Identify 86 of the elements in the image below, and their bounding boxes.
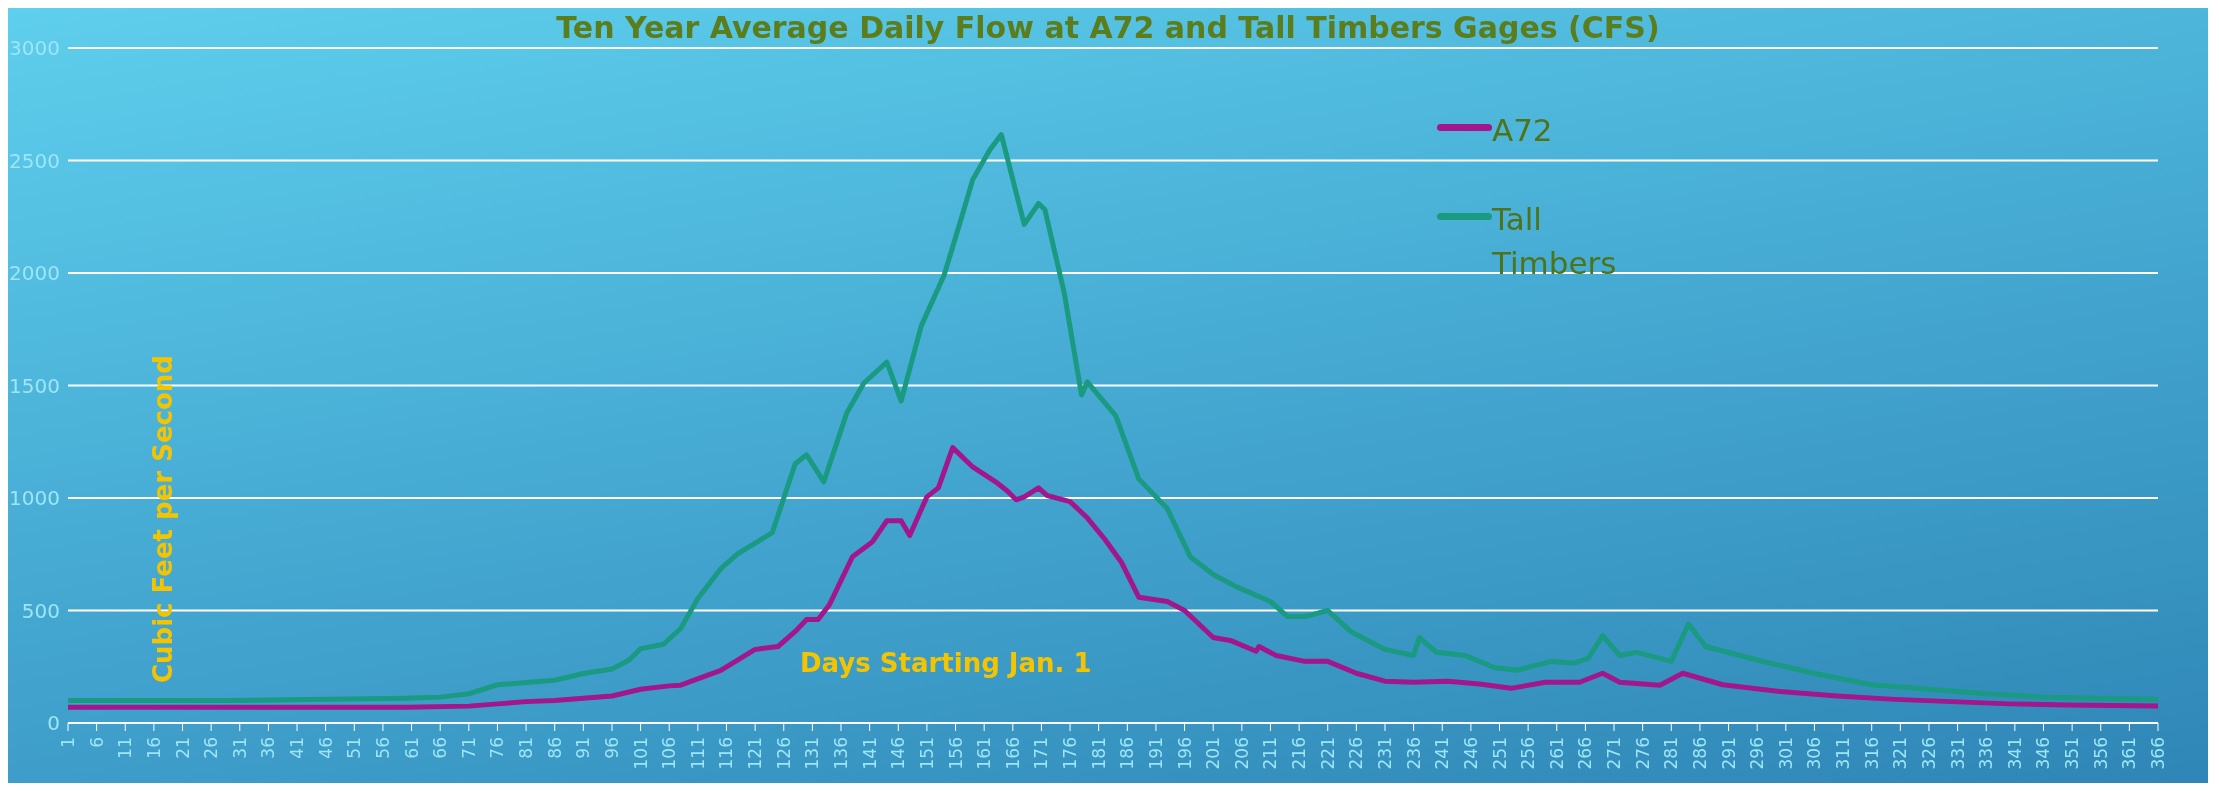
x-tick-label: 71 [458,737,479,759]
x-tick-label: 61 [401,737,422,759]
x-tick-label: 361 [2119,737,2140,770]
x-tick-label: 206 [1231,737,1252,770]
legend-label: A72 [1491,111,1554,150]
x-tick-label: 81 [516,737,537,759]
x-tick-label: 251 [1489,737,1510,770]
x-tick-label: 36 [258,737,279,759]
x-tick-label: 261 [1546,737,1567,770]
x-tick-label: 186 [1117,737,1138,770]
x-tick-label: 326 [1918,737,1939,770]
x-tick-label: 76 [487,737,508,759]
x-tick-label: 131 [802,737,823,770]
x-tick-label: 136 [831,737,852,770]
x-tick-label: 346 [2033,737,2054,770]
x-tick-label: 146 [888,737,909,770]
x-tick-label: 121 [745,737,766,770]
x-tick-label: 321 [1890,737,1911,770]
x-tick-label: 281 [1661,737,1682,770]
x-tick-label: 26 [201,737,222,759]
y-tick-label: 1500 [9,373,60,398]
x-tick-label: 181 [1088,737,1109,770]
x-tick-label: 221 [1317,737,1338,770]
x-tick-label: 301 [1775,737,1796,770]
x-tick-label: 311 [1833,737,1854,770]
x-tick-label: 126 [773,737,794,770]
x-tick-label: 31 [229,737,250,759]
x-tick-label: 236 [1403,737,1424,770]
chart-title: Ten Year Average Daily Flow at A72 and Tall Timbers Gages (CFS) [556,10,1660,45]
x-tick-label: 111 [687,737,708,770]
y-tick-label: 0 [47,711,60,736]
x-tick-label: 271 [1604,737,1625,770]
x-tick-label: 351 [2062,737,2083,770]
x-tick-label: 141 [859,737,880,770]
y-tick-label: 500 [21,598,60,623]
x-tick-label: 51 [344,737,365,759]
x-tick-label: 116 [716,737,737,770]
x-tick-label: 216 [1289,737,1310,770]
x-tick-label: 201 [1203,737,1224,770]
x-tick-label: 316 [1861,737,1882,770]
x-tick-label: 306 [1804,737,1825,770]
x-tick-label: 286 [1689,737,1710,770]
x-tick-label: 176 [1060,737,1081,770]
x-tick-label: 241 [1432,737,1453,770]
x-tick-label: 191 [1145,737,1166,770]
x-tick-label: 246 [1460,737,1481,770]
x-tick-label: 66 [430,737,451,759]
y-tick-label: 2500 [9,148,60,173]
x-tick-label: 266 [1575,737,1596,770]
x-tick-label: 161 [974,737,995,770]
x-tick-label: 276 [1632,737,1653,770]
x-tick-label: 101 [630,737,651,770]
x-tick-label: 151 [916,737,937,770]
x-tick-label: 196 [1174,737,1195,770]
x-tick-label: 336 [1976,737,1997,770]
x-tick-label: 341 [2004,737,2025,770]
x-tick-label: 366 [2148,737,2168,770]
x-tick-label: 231 [1374,737,1395,770]
x-tick-label: 21 [172,737,193,759]
x-tick-label: 331 [1947,737,1968,770]
x-tick-label: 296 [1747,737,1768,770]
x-tick-label: 166 [1002,737,1023,770]
legend-label: Tall Timbers [1491,200,1618,283]
x-tick-label: 6 [86,737,107,748]
x-tick-label: 171 [1031,737,1052,770]
y-tick-label: 2000 [9,261,60,286]
x-axis-title: Days Starting Jan. 1 [799,648,1093,678]
x-tick-label: 256 [1518,737,1539,770]
x-tick-label: 291 [1718,737,1739,770]
x-tick-label: 356 [2090,737,2111,770]
x-tick-label: 96 [601,737,622,759]
x-tick-label: 41 [287,737,308,759]
x-tick-label: 16 [143,737,164,759]
y-tick-label: 1000 [9,486,60,511]
x-tick-label: 46 [315,737,336,759]
x-tick-label: 86 [544,737,565,759]
x-tick-label: 1 [58,737,78,748]
y-tick-label: 3000 [9,36,60,61]
x-tick-label: 56 [372,737,393,759]
x-tick-label: 156 [945,737,966,770]
x-tick-label: 106 [659,737,680,770]
x-tick-label: 226 [1346,737,1367,770]
x-tick-label: 11 [115,737,136,759]
y-axis-title: Cubic Feet per Second [148,355,178,683]
x-tick-label: 211 [1260,737,1281,770]
x-tick-label: 91 [573,737,594,759]
